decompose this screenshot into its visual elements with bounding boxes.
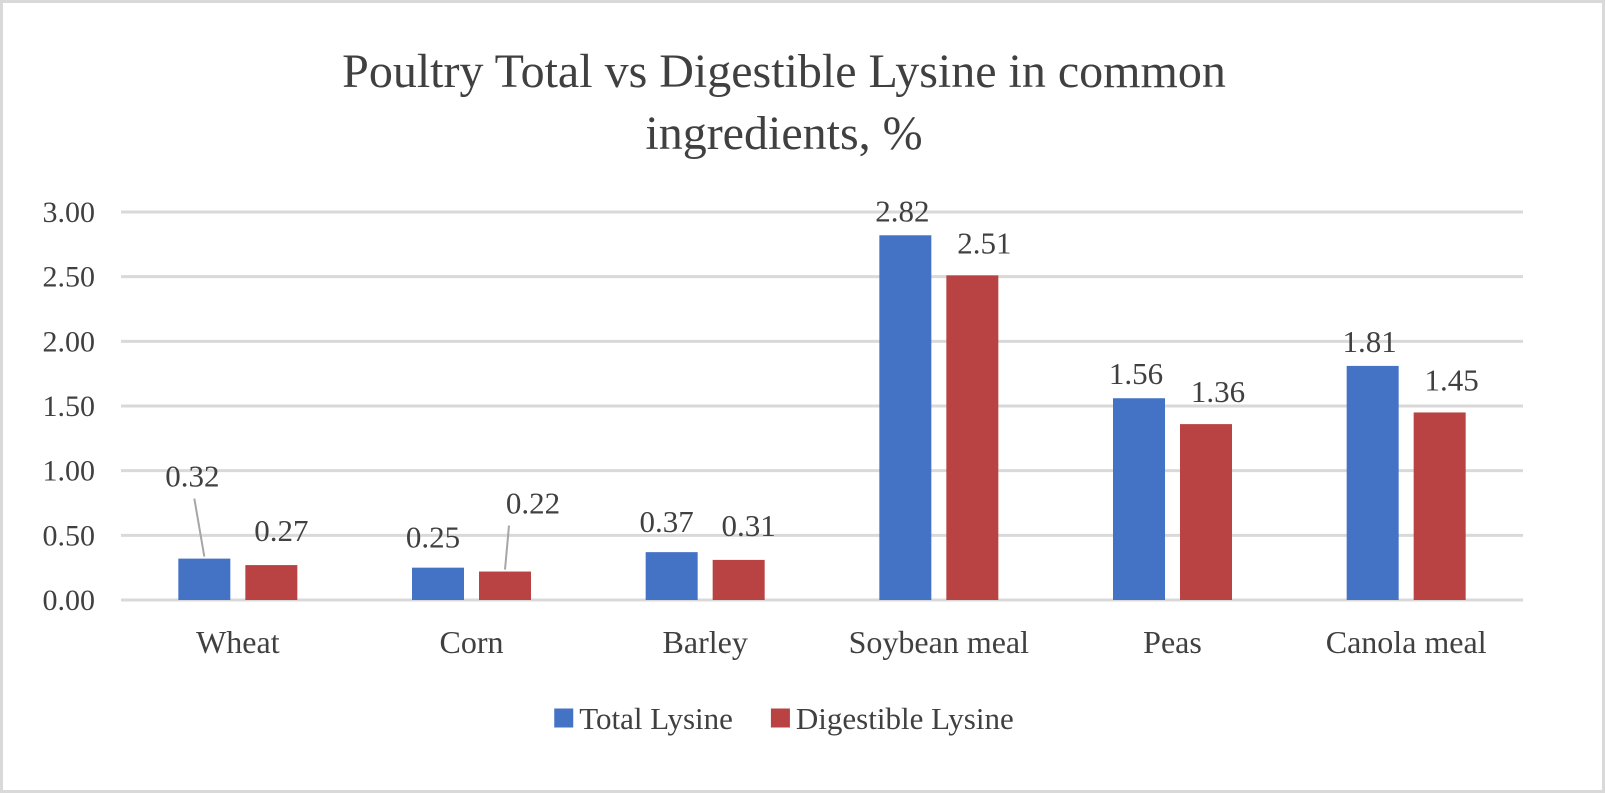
x-category-label: Soybean meal bbox=[849, 624, 1030, 660]
x-category-label: Canola meal bbox=[1326, 624, 1487, 660]
data-label: 1.36 bbox=[1191, 374, 1245, 409]
leader-lines bbox=[193, 498, 510, 570]
y-tick-label: 2.00 bbox=[43, 325, 96, 358]
bar-total bbox=[1346, 365, 1399, 600]
y-tick-label: 0.50 bbox=[43, 519, 96, 552]
bar-digestible bbox=[1413, 412, 1466, 600]
y-tick-label: 0.00 bbox=[43, 584, 96, 617]
bar-digestible bbox=[946, 275, 999, 600]
bar-digestible bbox=[712, 559, 765, 600]
label-leader-line bbox=[504, 525, 510, 570]
bar-total bbox=[178, 558, 231, 600]
x-category-label: Wheat bbox=[196, 624, 280, 660]
y-axis-ticks: 0.00 0.50 1.00 1.50 2.00 2.50 3.00 bbox=[43, 196, 96, 617]
gridlines bbox=[121, 210, 1523, 602]
x-category-label: Corn bbox=[440, 624, 504, 660]
label-leader-line bbox=[193, 498, 206, 557]
bar-digestible bbox=[245, 565, 298, 600]
data-label: 0.32 bbox=[165, 459, 219, 494]
bar-total bbox=[412, 567, 464, 600]
data-label: 1.56 bbox=[1109, 356, 1163, 391]
bar-total bbox=[645, 552, 698, 600]
legend-swatch bbox=[770, 708, 790, 728]
x-axis-categories: Wheat Corn Barley Soybean meal Peas Canola me… bbox=[196, 624, 1487, 660]
chart-title-line-2: ingredients, % bbox=[645, 107, 922, 160]
data-labels: 0.32 0.27 0.25 0.22 0.37 0.31 2.82 2.51 1.56 1.36… bbox=[165, 193, 1479, 554]
y-tick-label: 1.00 bbox=[43, 455, 96, 488]
data-label: 0.31 bbox=[722, 508, 776, 543]
data-label: 2.51 bbox=[957, 225, 1011, 260]
bar-total bbox=[879, 235, 932, 600]
legend: Total Lysine Digestible Lysine bbox=[554, 701, 1014, 736]
x-category-label: Barley bbox=[663, 624, 748, 660]
data-label: 0.37 bbox=[640, 504, 694, 539]
data-label: 0.22 bbox=[506, 486, 560, 521]
y-tick-label: 3.00 bbox=[43, 196, 96, 229]
bar-total bbox=[1113, 398, 1165, 600]
x-category-label: Peas bbox=[1143, 624, 1202, 660]
data-label: 0.27 bbox=[254, 513, 308, 548]
bars bbox=[178, 235, 1466, 600]
chart-title: Poultry Total vs Digestible Lysine in co… bbox=[342, 45, 1226, 160]
y-tick-label: 1.50 bbox=[43, 390, 96, 423]
data-label: 2.82 bbox=[875, 193, 929, 228]
chart-title-line-1: Poultry Total vs Digestible Lysine in co… bbox=[342, 45, 1226, 98]
legend-label: Total Lysine bbox=[579, 701, 733, 736]
bar-digestible bbox=[479, 571, 531, 600]
legend-swatch bbox=[554, 708, 574, 728]
data-label: 1.81 bbox=[1343, 324, 1397, 359]
bar-digestible bbox=[1180, 424, 1232, 600]
legend-label: Digestible Lysine bbox=[796, 701, 1014, 736]
data-label: 1.45 bbox=[1425, 362, 1479, 397]
legend-item-total-lysine: Total Lysine bbox=[554, 701, 733, 736]
bar-chart: Poultry Total vs Digestible Lysine in co… bbox=[43, 45, 1523, 736]
data-label: 0.25 bbox=[406, 520, 460, 555]
legend-item-digestible-lysine: Digestible Lysine bbox=[770, 701, 1014, 736]
y-tick-label: 2.50 bbox=[43, 261, 96, 294]
